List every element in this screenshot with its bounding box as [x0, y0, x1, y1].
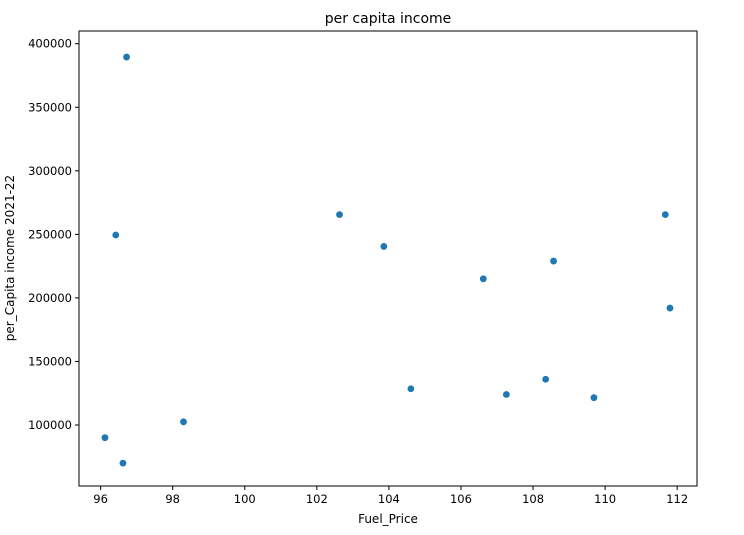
- points-layer: [101, 53, 674, 467]
- x-tick-label: 100: [234, 492, 256, 506]
- data-point: [112, 231, 120, 239]
- y-tick-label: 350000: [28, 100, 72, 114]
- data-point: [123, 53, 130, 61]
- data-point: [502, 391, 510, 398]
- x-tick-label: 102: [306, 492, 328, 506]
- data-point: [119, 459, 127, 467]
- data-point: [590, 394, 598, 402]
- chart-title: per capita income: [325, 11, 452, 27]
- x-tick-label: 104: [378, 492, 400, 506]
- x-tick-label: 98: [165, 492, 180, 506]
- x-axis-label: Fuel_Price: [358, 512, 418, 526]
- y-tick-label: 400000: [28, 37, 72, 51]
- y-tick-label: 150000: [28, 354, 72, 368]
- data-point: [661, 211, 669, 219]
- x-tick-label: 106: [450, 492, 472, 506]
- y-tick-label: 100000: [28, 418, 72, 432]
- x-tick-label: 110: [594, 492, 616, 506]
- data-point: [336, 211, 343, 219]
- x-tick-label: 108: [522, 492, 544, 506]
- data-point: [550, 257, 557, 265]
- y-tick-label: 250000: [28, 227, 72, 241]
- data-point: [542, 375, 550, 383]
- data-point: [380, 243, 388, 250]
- plot-area: [79, 31, 697, 486]
- data-point: [407, 385, 415, 393]
- ticks-layer: 96 98 100 102 104 106 108 110 112 100000 150000 200…: [28, 37, 688, 506]
- data-point: [479, 275, 487, 283]
- x-tick-label: 112: [666, 492, 688, 506]
- plot-frame: [78, 30, 698, 487]
- y-axis-label: per_Capita income 2021-22: [3, 175, 17, 341]
- data-point: [101, 434, 109, 442]
- y-tick-label: 300000: [28, 164, 72, 178]
- y-tick-label: 200000: [28, 291, 72, 305]
- data-point: [180, 418, 187, 426]
- x-tick-label: 96: [93, 492, 108, 506]
- data-point: [666, 304, 674, 312]
